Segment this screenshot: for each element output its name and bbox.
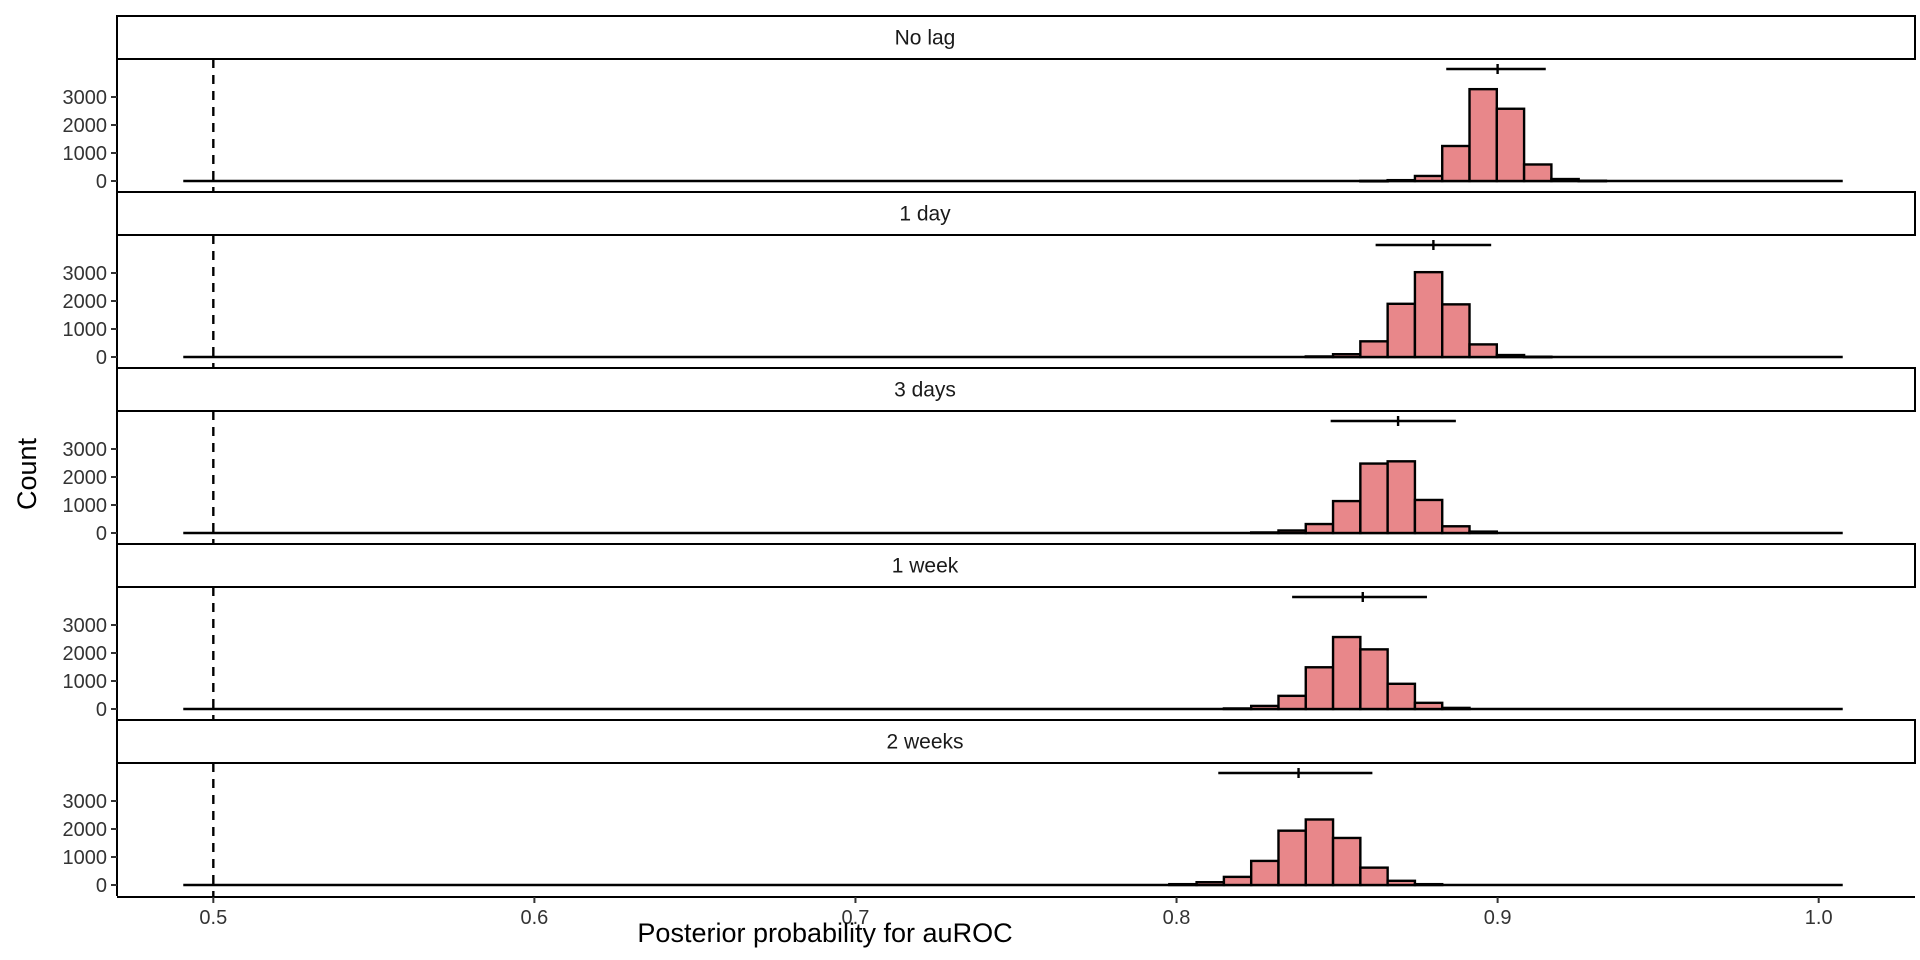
facet-3: 3 days 0 1000 2000 3000 (63, 367, 1916, 545)
facet-strip (116, 15, 1916, 60)
histogram-bar (1386, 302, 1417, 359)
x-axis-title: Posterior probability for auROC (637, 918, 1012, 948)
histogram-bar (1522, 163, 1553, 183)
histogram-bar (1359, 462, 1389, 535)
histogram-bar (1222, 875, 1253, 887)
facet-strip (116, 543, 1916, 588)
histogram-bar (1441, 303, 1471, 359)
y-tick-label: 0 (96, 699, 107, 721)
histogram-bar (1441, 144, 1471, 183)
histogram-bar (1495, 107, 1526, 183)
histogram-bar (1550, 177, 1580, 183)
facet-strip-label: 2 weeks (886, 731, 963, 754)
facet-1: No lag 0 1000 2000 3000 (63, 15, 1916, 193)
y-tick-label: 3000 (63, 263, 108, 285)
histogram-bar (1468, 530, 1499, 535)
x-tick-label: 0.6 (520, 907, 548, 929)
histogram-bar (1441, 525, 1471, 535)
histogram-bar (1277, 529, 1307, 535)
x-tick-label: 0.8 (1163, 907, 1191, 929)
facet-2: 1 day 0 1000 2000 3000 (63, 191, 1916, 369)
histogram-bar (1277, 829, 1307, 887)
y-tick-label: 2000 (63, 643, 108, 665)
y-tick-label: 2000 (63, 115, 108, 137)
histogram-bar (1468, 87, 1499, 183)
histogram-bar (1195, 881, 1226, 887)
facet-strip (116, 191, 1916, 236)
facet-strip (116, 367, 1916, 412)
histogram-bar (1522, 355, 1553, 359)
y-tick-label: 3000 (63, 87, 108, 109)
histogram-bar (1277, 694, 1307, 711)
x-tick-label: 0.9 (1484, 907, 1512, 929)
histogram-bar (1413, 174, 1444, 183)
y-tick-label: 0 (96, 347, 107, 369)
histogram-bar (1304, 355, 1335, 359)
y-tick-label: 0 (96, 875, 107, 897)
histogram-bar (1359, 340, 1389, 359)
facet-strip (116, 719, 1916, 764)
y-tick-label: 2000 (63, 467, 108, 489)
histogram-bar (1386, 879, 1417, 887)
y-tick-label: 2000 (63, 291, 108, 313)
y-tick-label: 1000 (63, 495, 108, 517)
x-tick-label: 1.0 (1805, 907, 1833, 929)
histogram-bar (1168, 882, 1198, 887)
facet-strip-label: No lag (895, 27, 956, 50)
histogram-bar (1359, 866, 1389, 887)
histogram-bar (1331, 836, 1362, 887)
histogram-bar (1495, 353, 1526, 359)
x-tick-label: 0.7 (842, 907, 870, 929)
histogram-bar (1304, 522, 1335, 535)
facet-strip-label: 3 days (894, 379, 956, 402)
y-tick-label: 1000 (63, 671, 108, 693)
histogram-bar (1413, 882, 1444, 887)
facet-strip-label: 1 week (892, 555, 959, 578)
y-tick-label: 1000 (63, 143, 108, 165)
histogram-bar (1304, 666, 1335, 711)
y-tick-label: 0 (96, 171, 107, 193)
y-tick-label: 3000 (63, 615, 108, 637)
histogram-bar (1331, 499, 1362, 535)
histogram-bar (1359, 179, 1389, 183)
x-axis: 0.5 0.6 0.7 0.8 0.9 1.0 (117, 896, 1915, 929)
histogram-bar (1249, 704, 1280, 711)
y-tick-label: 0 (96, 523, 107, 545)
histogram-bar (1468, 343, 1499, 359)
y-tick-label: 3000 (63, 791, 108, 813)
histogram-bar (1386, 460, 1417, 535)
histogram-bar (1304, 818, 1335, 887)
y-tick-label: 1000 (63, 847, 108, 869)
facet-strip-label: 1 day (899, 203, 951, 226)
histogram-bar (1249, 859, 1280, 887)
y-tick-label: 3000 (63, 439, 108, 461)
facet-4: 1 week 0 1000 2000 3000 (63, 543, 1916, 721)
x-tick-label: 0.5 (199, 907, 227, 929)
histogram-bar (1222, 707, 1253, 711)
histogram-bar (1331, 635, 1362, 711)
histogram-bar (1386, 682, 1417, 711)
histogram-bar (1386, 178, 1417, 183)
histogram-bar (1413, 270, 1444, 359)
y-axis-title: Count (12, 437, 42, 510)
histogram-bar (1249, 531, 1280, 535)
histogram-bar (1359, 648, 1389, 711)
histogram-bar (1413, 701, 1444, 711)
histogram-bar (1413, 498, 1444, 535)
histogram-bar (1441, 706, 1471, 711)
y-tick-label: 1000 (63, 319, 108, 341)
histogram-bar (1577, 179, 1608, 183)
facet-5: 2 weeks 0 1000 2000 3000 (63, 719, 1916, 897)
y-tick-label: 2000 (63, 819, 108, 841)
histogram-bar (1331, 353, 1362, 359)
